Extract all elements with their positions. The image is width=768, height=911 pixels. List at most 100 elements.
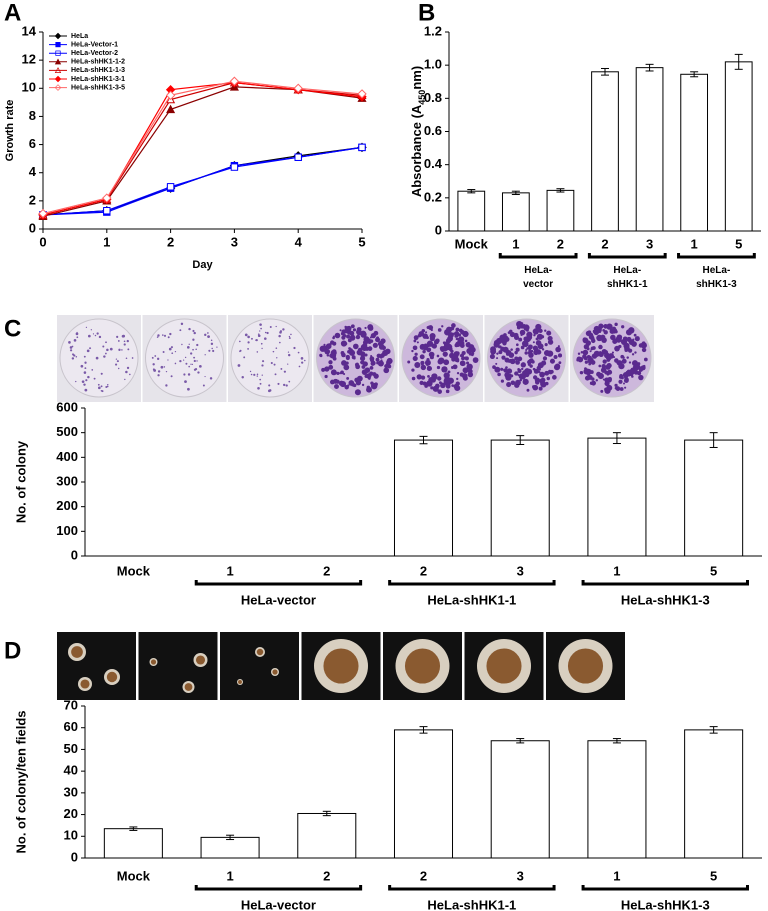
colony-dot [380,359,383,362]
colony-dot [432,385,439,392]
y-tick-label: 0.6 [424,123,442,138]
colony-dot [592,329,597,334]
colony-dot [506,382,512,388]
colony-dot [96,332,99,335]
colony-dot [412,345,418,351]
y-tick-label: 500 [56,424,78,439]
colony-dot [539,371,545,378]
colony-dot [467,341,470,345]
colony-dot [424,359,431,366]
bar [684,439,744,557]
colony-dot [437,328,442,332]
colony-dot [453,383,459,390]
y-tick-label: 300 [56,473,78,488]
colony-dot [443,378,449,384]
colony-dot [72,353,75,356]
group-label: HeLa-shHK1-1 [427,897,516,911]
x-tick-label: 1 [512,236,519,251]
error-bar [226,834,235,841]
colony-dot [428,377,434,383]
colony-core [256,648,264,656]
colony-dot [160,365,164,369]
colony-dot [290,333,292,336]
colony-dot [549,358,555,364]
group-label-line: vector [523,279,553,290]
colony-dot [607,354,612,360]
colony-dot [440,346,446,352]
colony-dot [347,384,350,387]
colony-dot [272,350,275,353]
bar [587,740,647,859]
colony-dot [195,348,197,351]
colony-dot [621,358,627,364]
colony-dot [540,335,545,339]
colony-dot [505,366,508,369]
colony-dot [515,360,520,365]
colony-dot [89,347,92,350]
colony-dot [106,385,109,388]
colony-dot [193,331,196,335]
colony-dot [547,335,553,342]
colony-dot [81,380,85,384]
colony-dot [629,372,634,377]
colony-dot [522,378,529,385]
colony-dot [167,359,169,361]
legend-label: HeLa-shHK1-3-1 [71,76,125,83]
colony-dot [170,346,173,349]
colony-dot [372,372,377,377]
colony-dot [93,377,96,380]
colony-dot [501,355,506,360]
x-tick-label: 5 [358,234,365,249]
colony-dot [115,363,118,366]
panel-letter: C [4,315,21,342]
colony-dot [156,357,160,361]
bar [724,61,753,232]
colony-dot [514,371,519,376]
colony-dot [90,329,92,331]
soft-agar-photo [220,632,299,700]
colony-dot [375,357,380,362]
colony-dot [170,375,173,378]
colony-dot [85,379,88,382]
colony-core [106,671,118,683]
colony-dot [259,382,262,385]
colony-dot [529,346,532,350]
colony-dot [298,365,301,368]
colony-core [404,648,441,684]
colony-dot [121,349,123,351]
colony-dot [68,341,71,344]
colony-dot [532,367,536,371]
colony-dot [424,384,428,388]
colony-dot [536,365,541,370]
colony-dot [174,362,177,365]
colony-dot [285,384,288,387]
colony-dot [459,360,466,367]
colony-dot [525,348,528,352]
colony-dot [522,324,526,328]
colony-dot [339,329,342,332]
colony-dot [459,340,465,346]
colony-dot [183,373,186,376]
panel-letter: A [4,0,21,26]
colony-dot [549,369,554,374]
colony-core [272,669,278,675]
colony-dot [352,328,357,332]
colony-dot [412,355,418,362]
colony-dot [255,339,258,342]
colony-dot [282,328,285,331]
colony-dot [346,334,351,339]
error-bar [734,53,743,70]
colony-dot [520,322,524,325]
colony-dot [492,365,496,369]
colony-dot [366,386,372,393]
colony-dot [331,352,334,356]
colony-dot [411,368,415,372]
colony-dot [324,366,330,372]
colony-dot [422,349,426,354]
colony-dot [624,375,628,380]
colony-dot [504,335,509,340]
colony-dot [243,356,246,359]
colony-dot [601,363,606,369]
colony-dot [603,330,608,335]
